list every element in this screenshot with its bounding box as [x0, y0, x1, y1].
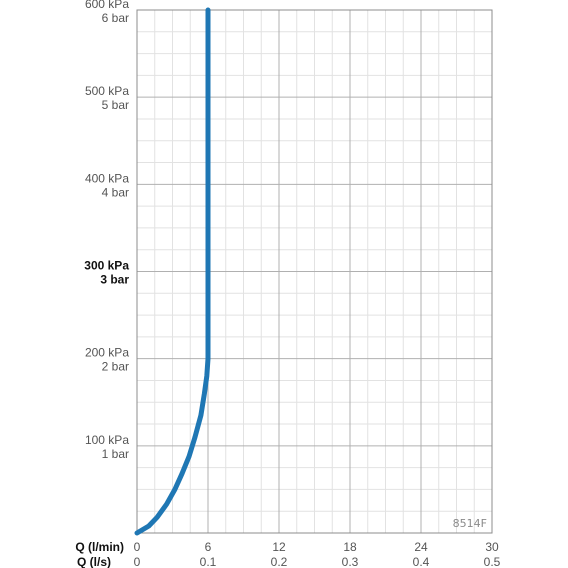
series-line — [134, 7, 211, 536]
x-tick-label-ls: 0.1 — [200, 555, 217, 568]
y-tick-label-bar: 4 bar — [102, 185, 129, 199]
y-tick-label-bar: 6 bar — [102, 11, 129, 25]
x-tick-label-ls: 0.5 — [484, 555, 501, 568]
x-tick-label-ls: 0 — [134, 555, 141, 568]
y-tick-label-kpa: 100 kPa — [85, 433, 129, 447]
x-tick-label-lmin: 0 — [134, 540, 141, 554]
plot-frame — [136, 9, 493, 534]
chart-code: 8514F — [453, 517, 487, 530]
x-primary-axis-label: Q (l/min) — [75, 540, 124, 554]
x-tick-label-ls: 0.3 — [342, 555, 359, 568]
x-tick-label-lmin: 24 — [414, 540, 428, 554]
x-tick-label-lmin: 6 — [205, 540, 212, 554]
y-tick-label-kpa: 500 kPa — [85, 84, 129, 98]
x-axis-labels: 00 60.1 120.2 180.3 240.4 300.5 — [134, 540, 501, 568]
x-tick-label-lmin: 12 — [272, 540, 286, 554]
y-tick-label-bar: 1 bar — [102, 447, 129, 461]
x-tick-label-lmin: 30 — [485, 540, 499, 554]
y-tick-label-kpa: 300 kPa — [84, 259, 129, 273]
x-tick-label-ls: 0.2 — [271, 555, 288, 568]
x-tick-label-lmin: 18 — [343, 540, 357, 554]
x-secondary-axis-label: Q (l/s) — [77, 555, 111, 568]
y-tick-label-bar: 2 bar — [102, 360, 129, 374]
y-tick-label-kpa: 400 kPa — [85, 171, 129, 185]
y-tick-label-bar: 5 bar — [102, 98, 129, 112]
y-tick-label-kpa: 600 kPa — [85, 0, 129, 11]
y-tick-label-bar: 3 bar — [100, 273, 129, 287]
x-tick-label-ls: 0.4 — [413, 555, 430, 568]
y-tick-label-kpa: 200 kPa — [85, 346, 129, 360]
